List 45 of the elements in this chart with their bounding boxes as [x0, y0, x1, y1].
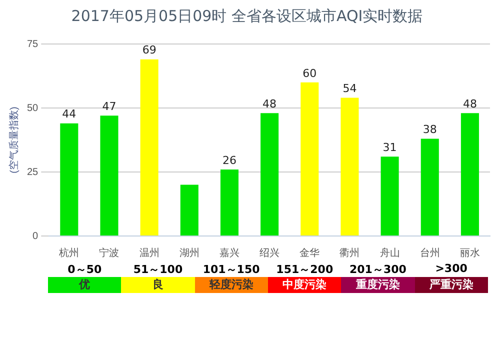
x-tick-label: 台州 — [420, 246, 440, 259]
data-label: 26 — [222, 154, 236, 167]
data-label: 47 — [102, 100, 116, 114]
x-tick-label: 金华 — [300, 246, 320, 259]
data-label: 44 — [62, 108, 76, 121]
bar — [220, 169, 238, 236]
y-axis-title: (空气质量指数) — [8, 106, 20, 174]
y-tick-label: 50 — [27, 102, 39, 114]
x-tick-label: 衢州 — [340, 246, 360, 259]
x-tick-label: 嘉兴 — [219, 246, 240, 259]
data-label: 60 — [302, 66, 317, 80]
data-label: 54 — [342, 82, 357, 96]
text: >300 — [434, 262, 468, 277]
x-tick-label: 温州 — [139, 246, 160, 259]
bar — [300, 82, 319, 236]
text: 51～100 — [132, 262, 184, 277]
data-label: 69 — [142, 44, 156, 57]
bar — [140, 59, 158, 236]
data-label: 31 — [382, 141, 397, 154]
color-scale-strip: 优 良 轻度污染 中度污染 重度污染 严重污染 — [48, 277, 488, 293]
x-tick-label: 杭州 — [58, 246, 80, 259]
text: 101～150 — [202, 262, 261, 277]
x-tick-label: 宁波 — [99, 246, 120, 259]
bar — [260, 113, 279, 236]
bar — [180, 184, 198, 236]
x-tick-label: 湖州 — [179, 246, 200, 259]
x-tick-label: 舟山 — [380, 246, 400, 259]
bar — [380, 156, 399, 236]
data-label: 48 — [262, 97, 277, 110]
text: 201～300 — [348, 262, 408, 277]
data-label: 48 — [462, 97, 477, 110]
text: 151～200 — [275, 262, 334, 277]
text: 0～50 — [66, 262, 103, 277]
bar — [60, 123, 78, 236]
y-tick-label: 25 — [27, 166, 39, 178]
x-tick-label: 绍兴 — [260, 246, 280, 259]
y-tick-label: 0 — [32, 230, 39, 242]
bar — [460, 113, 479, 236]
x-tick-label: 丽水 — [460, 246, 480, 259]
bar — [420, 138, 439, 236]
bar — [100, 116, 118, 236]
chart-title: 2017年05月05日09时 全省各设区城市AQI实时数据 — [71, 6, 423, 25]
y-tick-label: 75 — [27, 38, 39, 50]
bar — [340, 98, 359, 236]
data-label: 38 — [422, 123, 437, 136]
